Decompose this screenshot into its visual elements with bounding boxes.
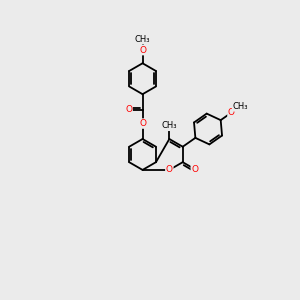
Text: CH₃: CH₃ <box>162 122 177 130</box>
Text: O: O <box>139 46 146 55</box>
Text: O: O <box>191 165 198 174</box>
Text: CH₃: CH₃ <box>135 35 150 44</box>
Text: O: O <box>166 165 173 174</box>
Text: CH₃: CH₃ <box>232 102 248 111</box>
Text: O: O <box>125 105 132 114</box>
Text: O: O <box>228 108 235 117</box>
Text: O: O <box>139 119 146 128</box>
